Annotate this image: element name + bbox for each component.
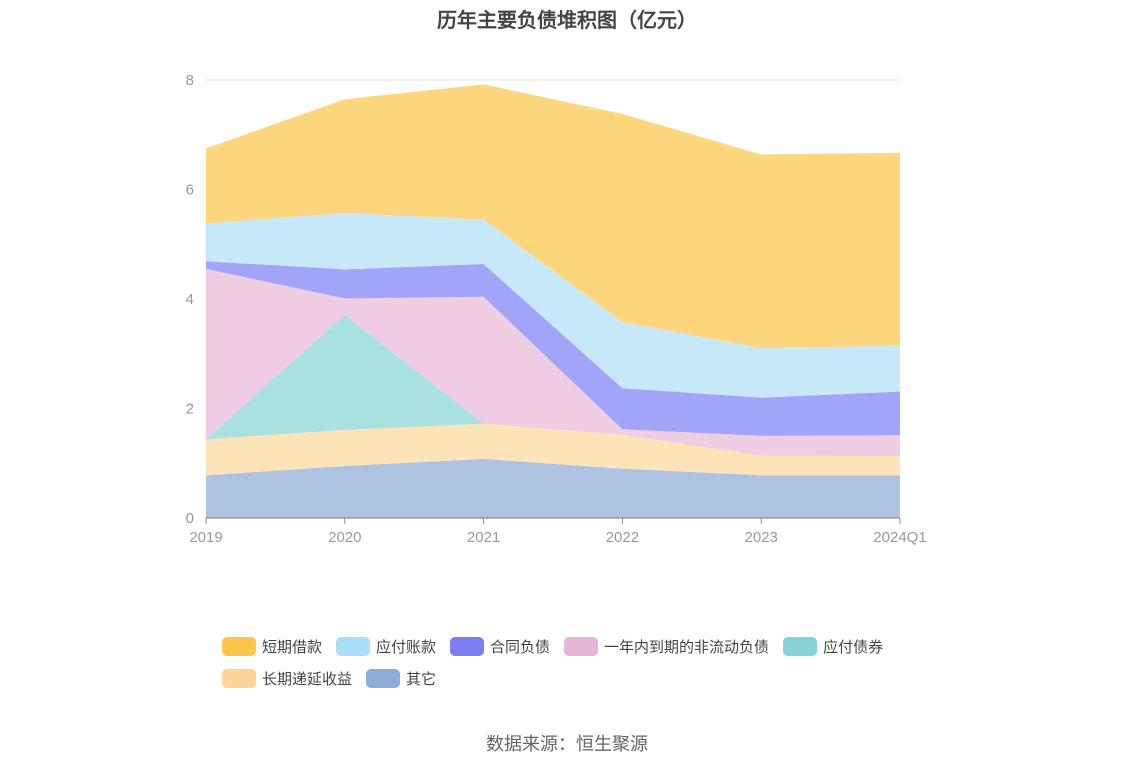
legend-swatch xyxy=(450,636,485,656)
legend-item[interactable]: 其它 xyxy=(366,668,436,689)
legend-swatch xyxy=(222,636,256,656)
legend-label: 应付账款 xyxy=(376,638,437,656)
legend-label: 应付债券 xyxy=(823,638,884,656)
x-tick-label: 2024Q1 xyxy=(873,529,926,546)
area-series-5 xyxy=(206,213,900,398)
legend-swatch xyxy=(783,636,818,656)
legend-row: 短期借款 应付账款 合同负债 一年内到期的非流动负债 应付债券 xyxy=(222,630,942,662)
x-tick-label: 2021 xyxy=(467,529,500,546)
legend-swatch xyxy=(222,668,256,688)
area-series-3 xyxy=(206,268,900,457)
axes: 0 2 4 6 8 2019 2020 2021 2022 2023 2024Q1 xyxy=(186,72,927,546)
x-tick-label: 2023 xyxy=(745,529,778,546)
y-tick-label: 0 xyxy=(186,510,194,527)
y-tick-label: 2 xyxy=(186,401,194,418)
y-tick-label: 8 xyxy=(186,72,194,89)
legend-row: 长期递延收益 其它 xyxy=(222,662,942,694)
legend: 短期借款 应付账款 合同负债 一年内到期的非流动负债 应付债券 长期递延收益 其它 xyxy=(222,630,942,694)
legend-label: 短期借款 xyxy=(262,638,323,656)
legend-item[interactable]: 合同负债 xyxy=(450,636,550,657)
legend-swatch xyxy=(564,636,599,656)
x-tick-label: 2022 xyxy=(606,529,639,546)
area-series-6 xyxy=(206,84,900,349)
x-tick-label: 2020 xyxy=(328,529,361,546)
area-series-1 xyxy=(206,423,900,476)
chart-title: 历年主要负债堆积图（亿元） xyxy=(437,10,697,32)
legend-item[interactable]: 一年内到期的非流动负债 xyxy=(564,636,769,657)
legend-item[interactable]: 应付债券 xyxy=(783,636,883,657)
legend-label: 合同负债 xyxy=(490,638,551,656)
legend-swatch xyxy=(366,668,401,688)
legend-label: 其它 xyxy=(406,670,437,688)
legend-item[interactable]: 长期递延收益 xyxy=(222,668,352,689)
area-series xyxy=(206,84,900,518)
area-series-2 xyxy=(206,314,900,457)
data-source: 数据来源：恒生聚源 xyxy=(486,734,648,754)
legend-item[interactable]: 应付账款 xyxy=(336,636,436,657)
x-tick-label: 2019 xyxy=(189,529,222,546)
y-tick-label: 4 xyxy=(186,291,194,308)
legend-label: 长期递延收益 xyxy=(262,670,353,688)
area-series-4 xyxy=(206,261,900,436)
y-tick-label: 6 xyxy=(186,182,194,199)
legend-swatch xyxy=(336,636,371,656)
legend-label: 一年内到期的非流动负债 xyxy=(604,638,770,656)
area-series-0 xyxy=(206,458,900,518)
legend-item[interactable]: 短期借款 xyxy=(222,636,322,657)
